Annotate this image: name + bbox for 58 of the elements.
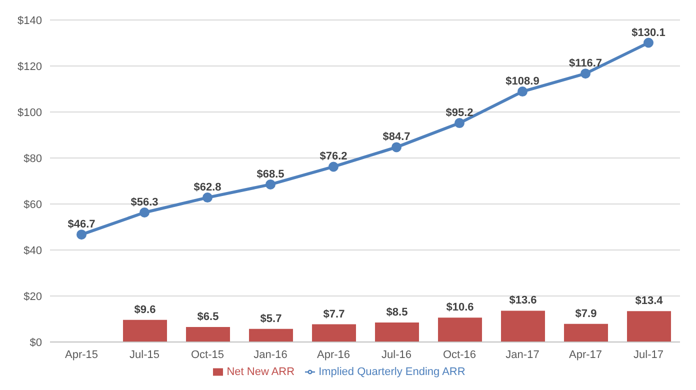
y-tick-label: $20 <box>24 290 42 303</box>
point <box>518 86 528 97</box>
x-tick-label: Apr-17 <box>568 348 602 361</box>
x-tick-label: Jul-17 <box>634 348 664 361</box>
x-tick-label: Jan-17 <box>506 348 540 361</box>
x-tick-label: Oct-16 <box>442 348 476 361</box>
data-label: $108.9 <box>506 76 540 88</box>
data-label: $7.7 <box>323 308 345 320</box>
data-label: $13.6 <box>509 294 537 307</box>
x-tick-label: Oct-15 <box>190 348 224 361</box>
point <box>644 38 654 48</box>
y-tick-label: $100 <box>18 106 42 119</box>
bar <box>501 310 545 342</box>
y-tick-label: $40 <box>24 244 42 257</box>
point <box>392 142 402 152</box>
data-label: $9.6 <box>134 304 156 316</box>
legend-label: Net New ARR <box>226 366 295 378</box>
point <box>454 118 464 128</box>
x-tick-label: Jan-16 <box>254 348 288 361</box>
data-label: $130.1 <box>632 26 666 39</box>
y-tick-label: $120 <box>18 60 42 73</box>
bar <box>249 328 293 342</box>
data-label: $56.3 <box>130 196 158 209</box>
y-tick-label: $80 <box>24 152 42 165</box>
x-tick-label: Apr-15 <box>64 348 98 361</box>
bar <box>627 311 671 342</box>
data-label: $68.5 <box>256 168 284 180</box>
x-tick-label: Apr-16 <box>316 348 350 361</box>
y-tick-label: $140 <box>18 14 42 27</box>
point <box>266 179 276 190</box>
legend-label: Implied Quarterly Ending ARR <box>318 366 466 378</box>
data-label: $46.7 <box>68 218 96 231</box>
point <box>140 208 150 218</box>
data-label: $6.5 <box>197 311 219 324</box>
bar <box>186 327 230 342</box>
point <box>76 230 86 240</box>
point <box>202 192 212 203</box>
bar <box>564 324 608 342</box>
bar <box>312 324 356 342</box>
data-label: $5.7 <box>260 312 282 325</box>
data-label: $62.8 <box>194 182 222 194</box>
y-tick-label: $0 <box>30 336 42 349</box>
x-tick-label: Jul-16 <box>382 348 412 361</box>
data-label: $13.4 <box>635 295 664 308</box>
bar <box>375 322 419 342</box>
data-label: $8.5 <box>386 306 408 318</box>
bar <box>123 320 167 342</box>
bar <box>438 318 482 342</box>
data-label: $84.7 <box>382 131 410 144</box>
data-label: $76.2 <box>320 150 348 163</box>
data-label: $116.7 <box>568 58 602 70</box>
point <box>580 68 590 79</box>
data-label: $10.6 <box>446 302 474 314</box>
data-label: $95.2 <box>446 107 474 120</box>
data-label: $7.9 <box>575 308 597 320</box>
x-tick-label: Jul-15 <box>130 348 160 361</box>
y-tick-label: $60 <box>24 198 42 211</box>
point <box>328 162 338 172</box>
